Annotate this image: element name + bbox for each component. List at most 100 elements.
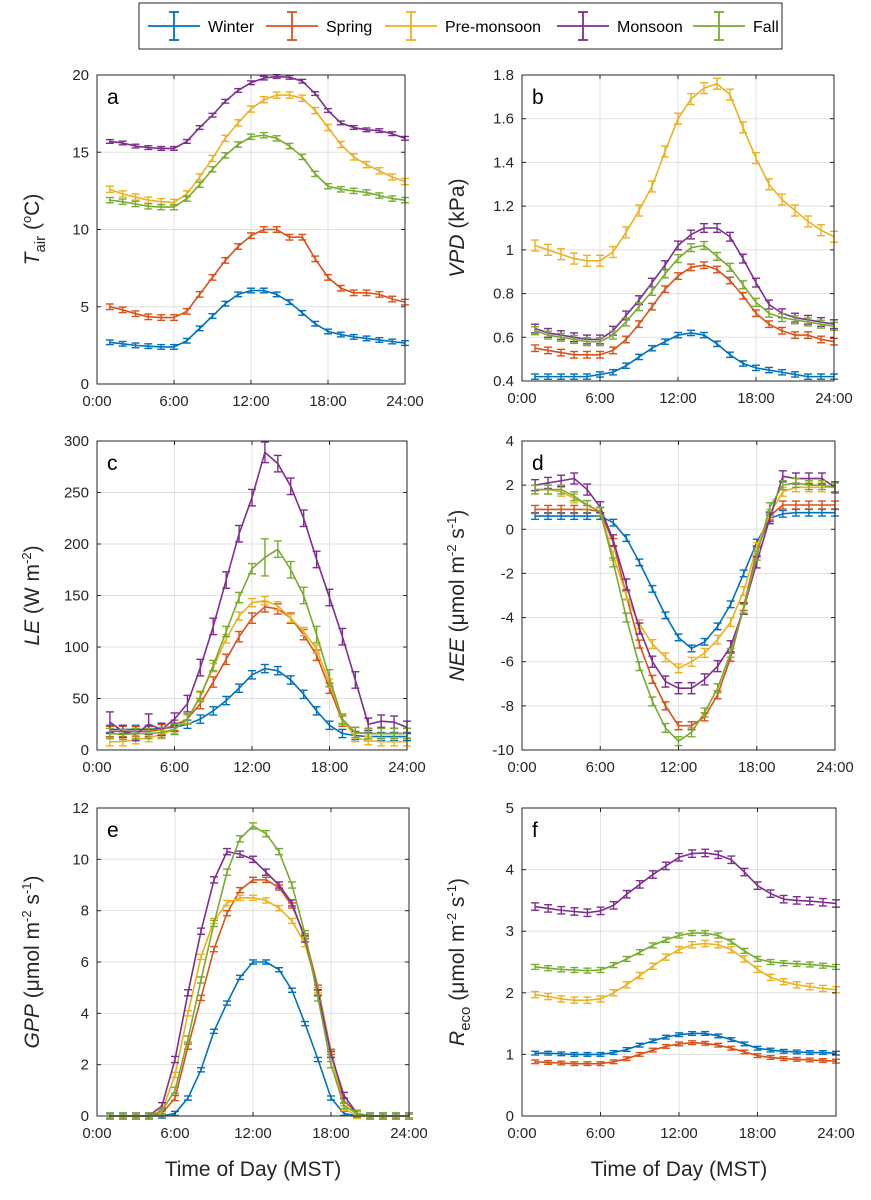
data-point (778, 312, 786, 323)
data-point (375, 336, 384, 343)
data-point (195, 181, 204, 189)
data-point (778, 368, 786, 376)
data-point (531, 990, 540, 999)
data-point (635, 639, 644, 649)
data-point (570, 907, 579, 916)
data-point (286, 477, 295, 496)
data-point (195, 325, 204, 332)
data-point (325, 588, 334, 607)
panel-a: 0:00 6:00 12:00 18:00 24:00 0 5 10 15 20 a Tair (oC… (19, 67, 424, 410)
data-point (544, 484, 553, 495)
data-point (544, 504, 553, 515)
data-point (570, 491, 579, 502)
data-point (298, 94, 307, 102)
data-point (700, 637, 709, 646)
data-point (338, 728, 347, 739)
data-point (753, 965, 762, 974)
data-point (544, 904, 553, 913)
data-point (273, 454, 282, 473)
data-point (247, 287, 255, 294)
data-point (118, 728, 127, 741)
data-point (687, 243, 695, 253)
data-point (234, 141, 243, 148)
y-tick-label: 150 (64, 588, 89, 605)
x-tick-label: 18:00 (738, 759, 776, 776)
data-point (298, 78, 307, 84)
data-point (804, 331, 812, 340)
data-point (792, 896, 801, 905)
data-point (701, 848, 710, 858)
y-tick-label: 100 (64, 639, 89, 656)
data-point (817, 224, 825, 237)
data-point (248, 562, 256, 575)
data-point (260, 441, 269, 464)
data-point (388, 338, 397, 345)
data-point (324, 123, 332, 132)
data-point (688, 940, 697, 949)
data-point (740, 955, 749, 963)
data-point (262, 868, 270, 876)
data-point (222, 695, 231, 706)
data-point (596, 995, 605, 1003)
data-point (752, 364, 760, 372)
data-point (375, 128, 384, 134)
data-point (286, 560, 295, 579)
data-point (131, 342, 140, 349)
data-point (727, 1037, 736, 1043)
x-tick-label: 6:00 (586, 759, 615, 776)
data-point (622, 226, 630, 239)
data-point (340, 1101, 348, 1110)
y-tick-label: 1 (506, 242, 514, 259)
data-point (726, 351, 734, 359)
data-point (688, 1040, 697, 1046)
series-fall (105, 538, 411, 741)
data-point (171, 1055, 179, 1064)
data-point (570, 252, 578, 265)
data-point (635, 204, 643, 217)
y-tick-label: 3 (506, 923, 514, 940)
data-point (197, 1067, 205, 1073)
data-point (196, 658, 205, 677)
data-point (182, 138, 191, 144)
data-point (648, 180, 656, 193)
data-point (327, 1060, 335, 1069)
data-point (364, 727, 373, 740)
data-point (184, 989, 192, 997)
panel-letter: a (107, 86, 119, 109)
data-point (596, 350, 604, 359)
data-point (311, 170, 320, 178)
x-tick-label: 24:00 (816, 759, 854, 776)
legend: Winter Spring Pre-monsoon Monsoon Fall (138, 2, 783, 50)
data-point (622, 578, 631, 591)
data-point (609, 346, 617, 355)
x-tick-label: 6:00 (586, 1125, 615, 1142)
y-tick-label: 0 (81, 1108, 89, 1125)
data-point (544, 373, 552, 380)
y-tick-label: 10 (72, 222, 89, 239)
data-point (544, 1059, 553, 1065)
data-point (234, 243, 243, 250)
series-line (110, 825, 409, 1117)
series-line (535, 332, 834, 378)
data-point (259, 226, 268, 233)
data-point (596, 506, 605, 517)
data-point (596, 906, 605, 916)
data-point (531, 1050, 540, 1056)
y-tick-label: 1 (506, 1046, 514, 1063)
data-point (609, 330, 617, 340)
data-point (661, 652, 670, 663)
data-point (259, 131, 268, 139)
y-tick-label: 5 (81, 299, 89, 316)
data-point (753, 955, 762, 963)
x-tick-label: 24:00 (386, 393, 424, 410)
data-point (817, 500, 826, 510)
series-line (534, 244, 835, 343)
x-tick-label: 18:00 (312, 1125, 350, 1142)
data-point (235, 611, 244, 621)
data-point (249, 822, 257, 830)
data-point (726, 276, 734, 285)
data-point (362, 127, 371, 133)
data-point (583, 483, 592, 496)
data-point (753, 881, 762, 891)
data-point (531, 902, 540, 911)
